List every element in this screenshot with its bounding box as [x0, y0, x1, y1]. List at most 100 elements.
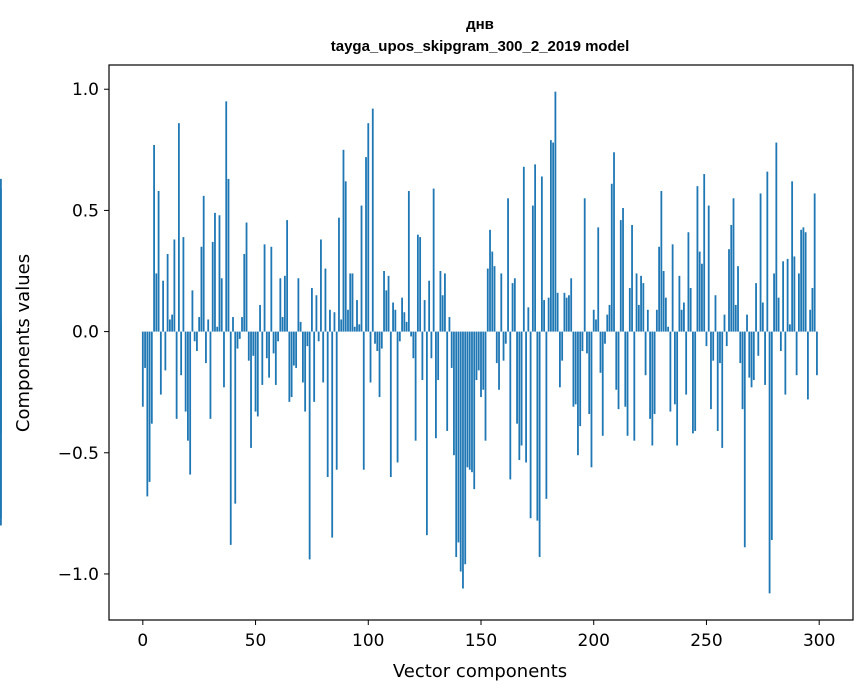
bar-27 — [202, 195, 205, 332]
bar-5 — [153, 144, 155, 332]
bar-183 — [554, 91, 557, 332]
bar-17 — [180, 331, 183, 376]
bar-244 — [692, 331, 694, 434]
bar-67 — [292, 331, 295, 366]
bar-239 — [680, 309, 683, 332]
bar-166 — [516, 331, 518, 424]
bar-7 — [157, 191, 160, 332]
bar-263 — [734, 304, 737, 332]
bar-124 — [421, 331, 424, 381]
bar-37 — [225, 101, 228, 332]
bar-75 — [311, 287, 313, 332]
bar-80 — [322, 331, 325, 383]
bar-187 — [563, 292, 566, 332]
bar-229 — [658, 246, 661, 332]
bar-120 — [412, 331, 415, 359]
bar-53 — [261, 331, 264, 385]
bar-264 — [737, 266, 739, 332]
bar-215 — [626, 331, 629, 436]
bar-278 — [768, 331, 771, 594]
bar-116 — [403, 312, 406, 332]
bar-112 — [394, 309, 397, 332]
bar-284 — [782, 261, 785, 332]
chart-subtitle: tayga_upos_skipgram_300_2_2019 model — [331, 38, 630, 55]
bar-13 — [171, 314, 174, 332]
bar-212 — [619, 220, 622, 332]
bar-186 — [561, 331, 564, 361]
bar-259 — [725, 331, 728, 347]
bar-58 — [272, 331, 275, 354]
bar-134 — [444, 273, 446, 332]
bar-126 — [425, 331, 428, 536]
bar-65 — [288, 331, 291, 402]
bar-4 — [150, 331, 153, 424]
bar-165 — [513, 278, 516, 332]
bar-93 — [351, 273, 354, 332]
bar-202 — [597, 227, 600, 332]
y-tick-label: 0.0 — [72, 323, 99, 343]
bar-45 — [243, 254, 246, 332]
bar-155 — [491, 251, 494, 332]
bar-199 — [590, 331, 593, 468]
bar-108 — [385, 290, 388, 332]
bar-227 — [653, 331, 656, 414]
bar-295 — [807, 331, 809, 400]
bar-299 — [816, 331, 818, 376]
bar-9 — [162, 280, 165, 332]
bar-136 — [448, 317, 451, 332]
bar-176 — [538, 331, 541, 557]
bar-250 — [705, 331, 708, 347]
bar-268 — [746, 314, 748, 332]
bar-270 — [750, 331, 753, 388]
bar-79 — [320, 239, 322, 332]
bar-150 — [480, 331, 482, 398]
bar-198 — [588, 331, 591, 414]
bar-99 — [365, 157, 367, 332]
bar-83 — [329, 309, 331, 332]
bar-26 — [200, 246, 203, 332]
bar-14 — [173, 239, 176, 332]
bar-252 — [710, 331, 712, 410]
bar-220 — [637, 304, 640, 332]
bar-210 — [615, 331, 618, 390]
plot-area-frame — [108, 64, 854, 621]
bar-22 — [191, 290, 194, 332]
bar-256 — [719, 331, 721, 364]
bar-55 — [265, 331, 268, 359]
bar-236 — [673, 331, 676, 405]
bar-204 — [601, 331, 604, 436]
bar-276 — [764, 331, 766, 385]
bar-133 — [441, 295, 444, 332]
bar-61 — [279, 278, 282, 332]
bar-167 — [518, 331, 521, 461]
bar-283 — [779, 331, 782, 351]
bar-57 — [270, 246, 273, 332]
bar-243 — [689, 287, 692, 332]
bar-128 — [430, 331, 433, 359]
bar-217 — [631, 224, 633, 332]
bar-246 — [696, 186, 699, 332]
bar-141 — [459, 331, 462, 572]
bar-140 — [457, 331, 460, 543]
bar-98 — [362, 331, 365, 470]
bar-114 — [398, 331, 401, 342]
bar-297 — [811, 287, 814, 332]
bar-36 — [223, 331, 225, 388]
bar-182 — [552, 142, 555, 332]
bar-254 — [714, 295, 717, 332]
bar-169 — [522, 166, 525, 332]
bar-102 — [371, 108, 374, 332]
bar-290 — [795, 331, 798, 376]
bar-277 — [766, 171, 769, 332]
bar-96 — [358, 324, 361, 332]
bar-158 — [498, 331, 500, 390]
bar-129 — [432, 188, 435, 332]
bar-154 — [489, 229, 491, 332]
bar-0 — [141, 331, 144, 407]
bar-66 — [290, 331, 293, 398]
bar-undefined — [0, 324, 2, 332]
bar-51 — [256, 331, 259, 417]
bar-69 — [297, 278, 300, 332]
bar-82 — [326, 331, 329, 477]
bar-203 — [599, 331, 602, 373]
